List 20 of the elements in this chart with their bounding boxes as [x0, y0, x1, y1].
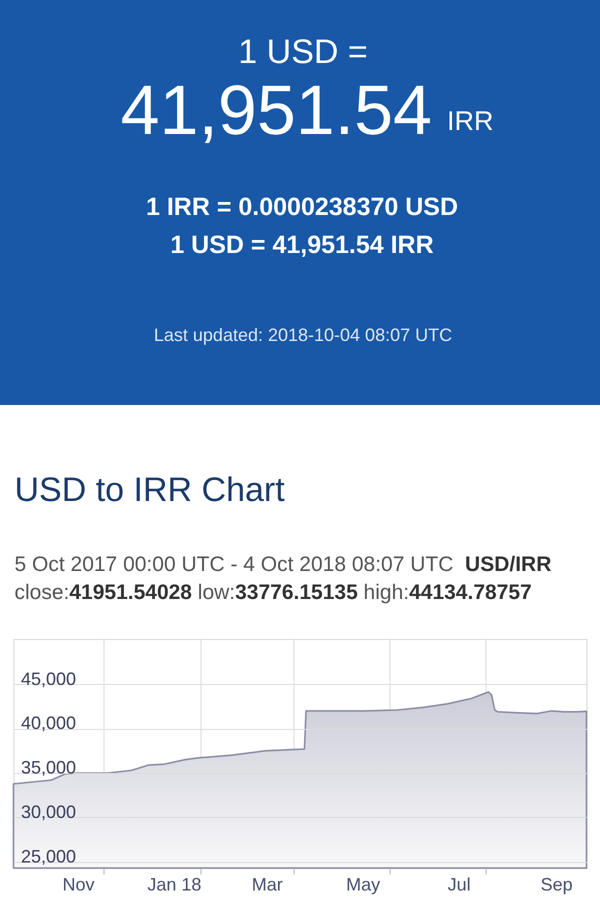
- y-tick-label: 40,000: [21, 713, 76, 734]
- y-tick-label: 45,000: [21, 668, 76, 689]
- x-tick-label: Jan 18: [147, 874, 202, 894]
- text: 1 USD =: [238, 33, 368, 71]
- x-tick-label: Nov: [62, 874, 94, 894]
- chart-subtitle: 5 Oct 2017 00:00 UTC - 4 Oct 2018 08:07 UTC USD/IRR: [14, 553, 552, 576]
- y-tick-label: 25,000: [21, 846, 76, 866]
- x-tick-label: Mar: [252, 874, 283, 894]
- y-tick-label: 30,000: [21, 802, 76, 822]
- x-tick-label: Sep: [540, 874, 573, 894]
- x-tick-label: May: [346, 874, 380, 894]
- text: 1 IRR = 0.0000238370 USD: [146, 193, 458, 221]
- chart-title: USD to IRR Chart: [14, 471, 286, 509]
- text: 41,951.54: [120, 71, 432, 149]
- text: IRR: [447, 106, 494, 136]
- x-tick-label: Jul: [448, 874, 471, 894]
- text: Last updated: 2018-10-04 08:07 UTC: [154, 325, 452, 345]
- text: 1 USD = 41,951.54 IRR: [170, 231, 434, 259]
- text: close:41951.54028 low:33776.15135 high:44134.78757: [14, 581, 532, 604]
- y-tick-label: 35,000: [21, 758, 76, 778]
